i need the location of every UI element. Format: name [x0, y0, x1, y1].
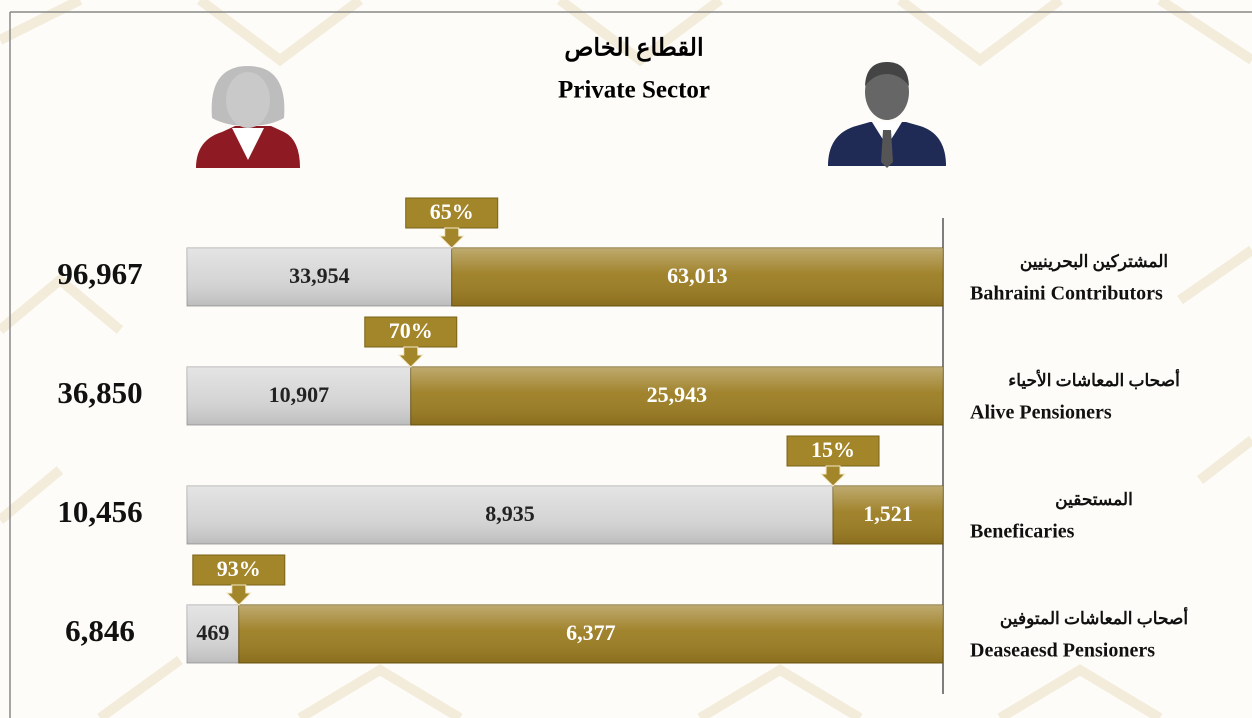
total-label: 96,967 — [57, 256, 142, 291]
female-icon — [196, 66, 300, 168]
category-label: Beneficaries — [970, 521, 1075, 543]
category-label-ar: المشتركين البحرينيين — [1020, 252, 1168, 272]
category-label: Bahraini Contributors — [970, 283, 1163, 305]
percent-label: 93% — [217, 556, 261, 581]
bar-shine — [410, 367, 944, 425]
segment-label: 10,907 — [269, 382, 330, 407]
category-label-ar: أصحاب المعاشات الأحياء — [1008, 368, 1180, 390]
total-label: 36,850 — [57, 375, 142, 410]
male-icon — [828, 62, 946, 168]
total-label: 10,456 — [57, 494, 142, 529]
callout-arrow — [225, 584, 252, 606]
bar-shine — [451, 248, 943, 306]
category-label-ar: المستحقين — [1055, 490, 1133, 510]
bar-shine — [187, 605, 239, 663]
segment-label: 6,377 — [566, 620, 616, 645]
percent-callout — [364, 316, 458, 348]
bar-shine — [187, 367, 411, 425]
segment-label: 25,943 — [647, 382, 708, 407]
segment-label: 8,935 — [485, 501, 535, 526]
percent-label: 70% — [389, 318, 433, 343]
segment-label: 469 — [196, 620, 229, 645]
callout-arrow — [438, 227, 465, 249]
percent-callout — [192, 554, 286, 586]
bar-shine — [187, 486, 834, 544]
category-label: Alive Pensioners — [970, 402, 1112, 424]
segment-label: 63,013 — [667, 263, 728, 288]
bar-shine — [187, 248, 452, 306]
callout-arrow — [397, 346, 424, 368]
bar-shine — [238, 605, 944, 663]
title-ar: القطاع الخاص — [564, 36, 703, 63]
category-label: Deaseaesd Pensioners — [970, 640, 1155, 662]
total-label: 6,846 — [65, 613, 135, 648]
chart-title: Private Sector — [558, 77, 710, 104]
percent-label: 65% — [430, 199, 474, 224]
callout-arrow — [819, 465, 847, 487]
segment-label: 1,521 — [863, 501, 913, 526]
category-label-ar: أصحاب المعاشات المتوفين — [1000, 606, 1188, 629]
percent-label: 15% — [811, 437, 855, 462]
bar-shine — [833, 486, 943, 544]
percent-callout — [405, 197, 499, 229]
segment-label: 33,954 — [289, 263, 350, 288]
